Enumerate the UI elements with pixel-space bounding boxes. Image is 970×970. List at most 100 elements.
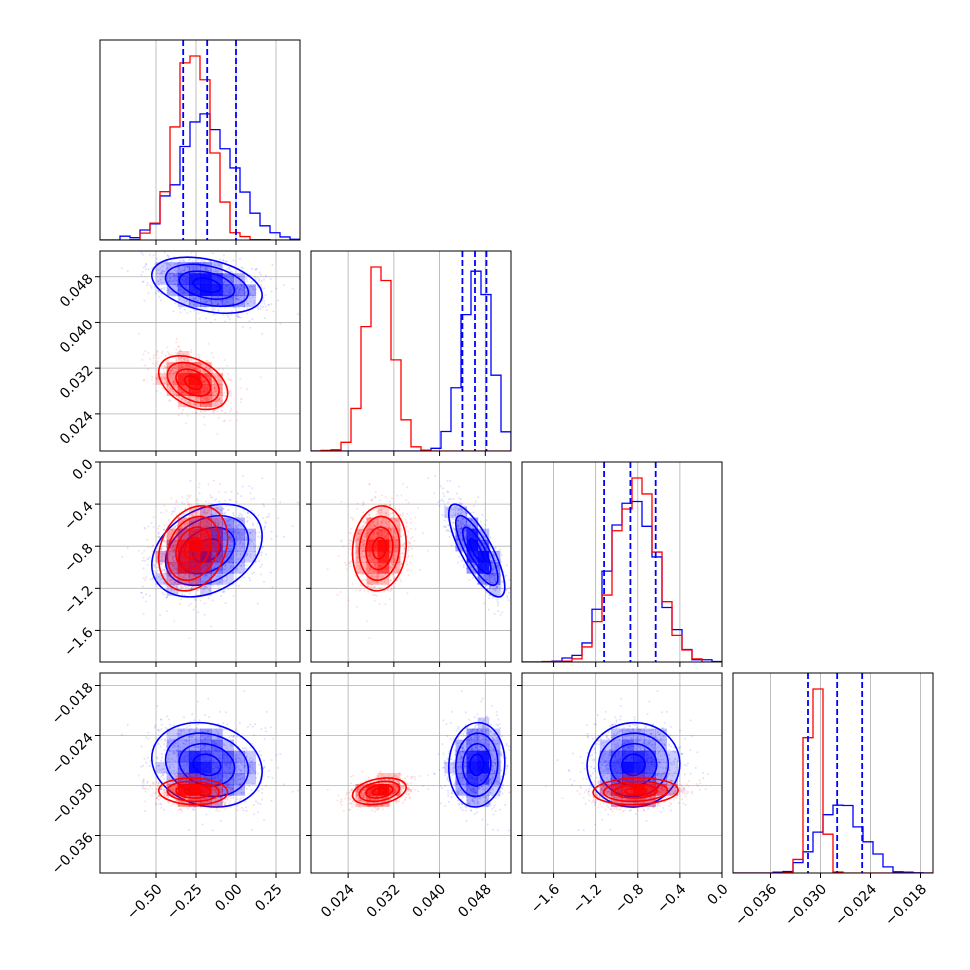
scatter-point <box>156 569 159 572</box>
scatter-point <box>196 502 199 505</box>
scatter-point <box>248 579 251 582</box>
scatter-point <box>197 486 200 489</box>
scatter-point <box>152 362 155 365</box>
scatter-point <box>203 397 206 400</box>
scatter-point <box>175 370 178 373</box>
scatter-point <box>248 576 251 579</box>
scatter-point <box>209 269 212 272</box>
scatter-point <box>163 366 166 369</box>
scatter-point <box>194 260 197 263</box>
scatter-point <box>182 259 185 262</box>
scatter-point <box>148 253 151 256</box>
scatter-point <box>236 298 239 301</box>
scatter-point <box>258 278 261 281</box>
scatter-point <box>189 310 192 313</box>
scatter-point <box>185 586 188 589</box>
scatter-point <box>248 297 251 300</box>
scatter-point <box>173 263 176 266</box>
scatter-point <box>194 297 197 300</box>
scatter-point <box>203 267 206 270</box>
scatter-point <box>246 302 249 305</box>
scatter-point <box>231 276 234 279</box>
scatter-point <box>222 512 225 515</box>
scatter-point <box>217 378 220 381</box>
scatter-point <box>163 288 166 291</box>
scatter-point <box>240 515 243 518</box>
scatter-point <box>215 506 218 509</box>
scatter-point <box>189 395 192 398</box>
scatter-point <box>167 519 170 522</box>
scatter-point <box>186 501 189 504</box>
scatter-point <box>243 296 246 299</box>
scatter-point <box>217 417 220 420</box>
scatter-point <box>190 602 193 605</box>
scatter-point <box>204 371 207 374</box>
scatter-point <box>186 266 189 269</box>
scatter-point <box>145 600 148 603</box>
scatter-point <box>205 397 208 400</box>
scatter-point <box>172 279 175 282</box>
scatter-point <box>226 364 229 367</box>
scatter-point <box>173 381 176 384</box>
scatter-point <box>228 379 231 382</box>
scatter-point <box>200 409 203 412</box>
scatter-point <box>154 292 157 295</box>
scatter-point <box>259 307 262 310</box>
scatter-point <box>180 301 183 304</box>
scatter-point <box>172 273 175 276</box>
density-cell <box>244 284 257 296</box>
scatter-point <box>168 264 171 267</box>
scatter-point <box>173 381 176 384</box>
scatter-point <box>168 273 171 276</box>
scatter-point <box>174 382 177 385</box>
scatter-point <box>174 283 177 286</box>
scatter-point <box>251 285 254 288</box>
scatter-point <box>154 566 157 569</box>
scatter-point <box>279 322 282 325</box>
scatter-point <box>239 386 242 389</box>
scatter-point <box>163 364 166 367</box>
scatter-point <box>210 502 213 505</box>
scatter-point <box>232 259 235 262</box>
scatter-point <box>209 494 212 497</box>
scatter-point <box>187 584 190 587</box>
scatter-point <box>462 566 465 569</box>
scatter-point <box>137 549 140 552</box>
scatter-point <box>169 369 172 372</box>
scatter-point <box>205 366 208 369</box>
scatter-point <box>171 368 174 371</box>
scatter-point <box>170 272 173 275</box>
scatter-point <box>194 605 197 608</box>
scatter-point <box>160 375 163 378</box>
scatter-point <box>174 525 177 528</box>
scatter-point <box>241 485 244 488</box>
scatter-point <box>188 395 191 398</box>
scatter-point <box>171 374 174 377</box>
scatter-point <box>155 535 158 538</box>
scatter-point <box>181 592 184 595</box>
scatter-point <box>222 259 225 262</box>
scatter-point <box>192 367 195 370</box>
scatter-point <box>214 270 217 273</box>
scatter-point <box>223 539 226 542</box>
scatter-point <box>198 492 201 495</box>
scatter-point <box>173 283 176 286</box>
scatter-point <box>230 537 233 540</box>
scatter-point <box>257 514 260 517</box>
scatter-point <box>226 522 229 525</box>
scatter-point <box>215 563 218 566</box>
scatter-point <box>252 571 255 574</box>
scatter-point <box>193 367 196 370</box>
scatter-point <box>161 387 164 390</box>
scatter-point <box>152 564 155 567</box>
scatter-point <box>212 356 215 359</box>
scatter-point <box>472 511 475 514</box>
scatter-point <box>228 268 231 271</box>
scatter-point <box>206 300 209 303</box>
scatter-point <box>166 254 169 257</box>
scatter-point <box>244 564 247 567</box>
scatter-point <box>147 546 150 549</box>
scatter-point <box>229 394 232 397</box>
scatter-point <box>179 350 182 353</box>
scatter-point <box>240 316 243 319</box>
